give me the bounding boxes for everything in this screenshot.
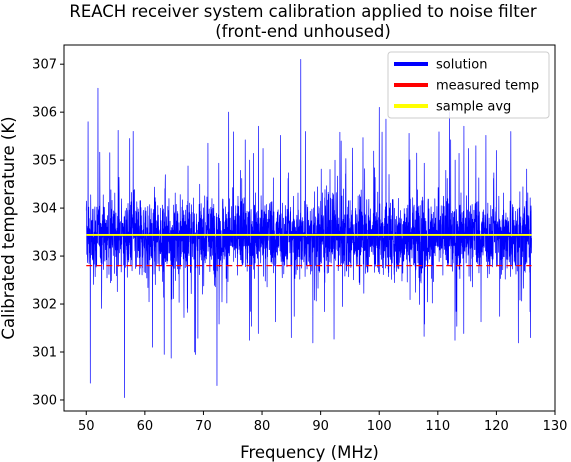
legend-label: measured temp (436, 79, 539, 94)
x-tick-label: 110 (425, 419, 450, 434)
x-tick-label: 80 (254, 419, 271, 434)
legend-label: sample avg (436, 100, 511, 115)
x-tick-label: 100 (367, 419, 392, 434)
y-tick-label: 304 (32, 202, 57, 217)
x-tick-label: 90 (312, 419, 329, 434)
x-tick-label: 70 (195, 419, 212, 434)
y-tick-label: 305 (32, 154, 57, 169)
y-tick-label: 301 (32, 345, 57, 360)
x-tick-label: 130 (543, 419, 568, 434)
x-tick-label: 60 (137, 419, 154, 434)
x-tick-label: 50 (78, 419, 95, 434)
legend-label: solution (436, 58, 487, 73)
legend: solution measured temp sample avg (387, 51, 550, 119)
y-tick-label: 300 (32, 393, 57, 408)
y-tick-label: 302 (32, 298, 57, 313)
y-tick-label: 307 (32, 58, 57, 73)
y-axis-label: Calibrated temperature (K) (0, 116, 18, 339)
plot-frame (63, 44, 556, 412)
y-tick-label: 306 (32, 106, 57, 121)
x-tick-label: 120 (484, 419, 509, 434)
chart-subtitle: (front-end unhoused) (215, 22, 391, 41)
series-solution-line (85, 59, 532, 398)
x-axis-label: Frequency (MHz) (240, 443, 379, 462)
legend-box (387, 51, 550, 119)
y-tick-label: 303 (32, 250, 57, 265)
chart-title: REACH receiver system calibration applie… (69, 2, 536, 21)
